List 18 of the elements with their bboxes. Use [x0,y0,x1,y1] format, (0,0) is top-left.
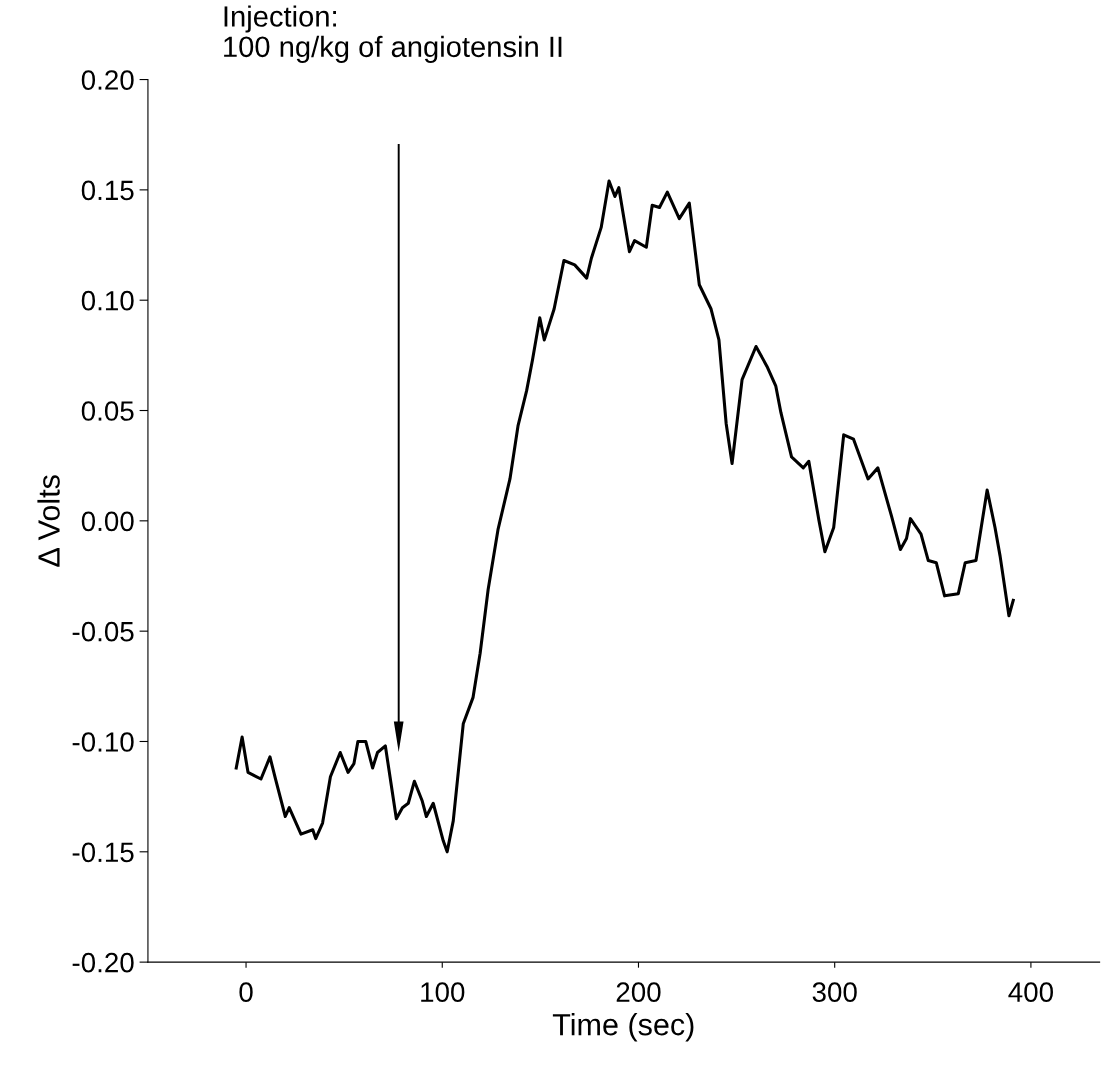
line-series [234,179,1015,854]
y-tick-label: 0.10 [81,290,134,311]
y-tick-label: 0.05 [81,401,134,421]
x-axis-title: Time (sec) [552,1013,694,1042]
y-tick-label: -0.20 [72,952,134,973]
y-axis-title: Δ Volts [37,475,60,567]
y-tick-label: 0.20 [81,70,134,90]
x-tick-label: 100 [421,982,465,1002]
y-tick-label: -0.05 [72,621,134,642]
x-tick-label: 0 [239,982,253,1002]
y-tick-label: 0.00 [81,511,134,532]
y-tick-label: 0.15 [81,180,134,201]
y-tick-label: -0.15 [72,842,134,863]
x-tick-label: 200 [616,982,661,1002]
text: Injection: 100 ng/kg of angiotensin II [224,5,562,63]
x-tick-label: 400 [1008,982,1053,1002]
y-tick-label: -0.10 [72,732,134,752]
x-tick-label: 300 [812,982,857,1002]
